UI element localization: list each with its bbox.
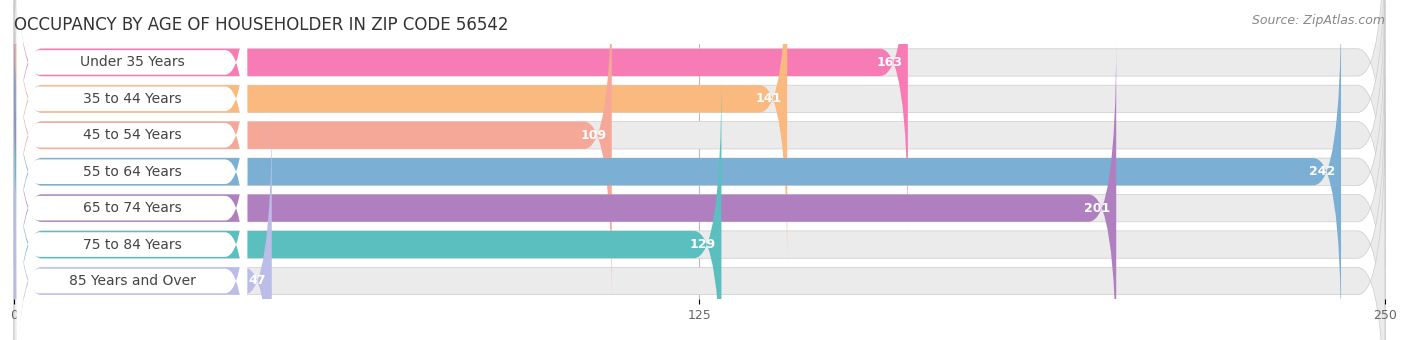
Text: 201: 201 [1084,202,1111,215]
FancyBboxPatch shape [14,76,721,340]
Text: OCCUPANCY BY AGE OF HOUSEHOLDER IN ZIP CODE 56542: OCCUPANCY BY AGE OF HOUSEHOLDER IN ZIP C… [14,16,509,34]
Text: 141: 141 [755,92,782,105]
Text: 55 to 64 Years: 55 to 64 Years [83,165,181,179]
FancyBboxPatch shape [14,0,1385,304]
Text: 47: 47 [249,274,266,288]
FancyBboxPatch shape [17,2,247,269]
FancyBboxPatch shape [17,75,247,340]
Text: 45 to 54 Years: 45 to 54 Years [83,128,181,142]
Text: 85 Years and Over: 85 Years and Over [69,274,195,288]
FancyBboxPatch shape [14,40,1385,340]
FancyBboxPatch shape [14,76,1385,340]
FancyBboxPatch shape [14,0,787,267]
FancyBboxPatch shape [14,113,271,340]
FancyBboxPatch shape [17,38,247,305]
FancyBboxPatch shape [17,111,247,340]
FancyBboxPatch shape [14,113,1385,340]
FancyBboxPatch shape [17,0,247,196]
FancyBboxPatch shape [14,40,1116,340]
FancyBboxPatch shape [14,0,1385,231]
Text: 129: 129 [690,238,716,251]
FancyBboxPatch shape [17,0,247,232]
Text: 75 to 84 Years: 75 to 84 Years [83,238,181,252]
Text: Under 35 Years: Under 35 Years [80,55,184,69]
FancyBboxPatch shape [14,0,1385,267]
FancyBboxPatch shape [14,0,612,304]
Text: 35 to 44 Years: 35 to 44 Years [83,92,181,106]
Text: 65 to 74 Years: 65 to 74 Years [83,201,181,215]
FancyBboxPatch shape [17,148,247,340]
FancyBboxPatch shape [14,3,1385,340]
Text: 163: 163 [876,56,903,69]
Text: Source: ZipAtlas.com: Source: ZipAtlas.com [1251,14,1385,27]
Text: 109: 109 [581,129,606,142]
FancyBboxPatch shape [14,3,1341,340]
Text: 242: 242 [1309,165,1336,178]
FancyBboxPatch shape [14,0,908,231]
